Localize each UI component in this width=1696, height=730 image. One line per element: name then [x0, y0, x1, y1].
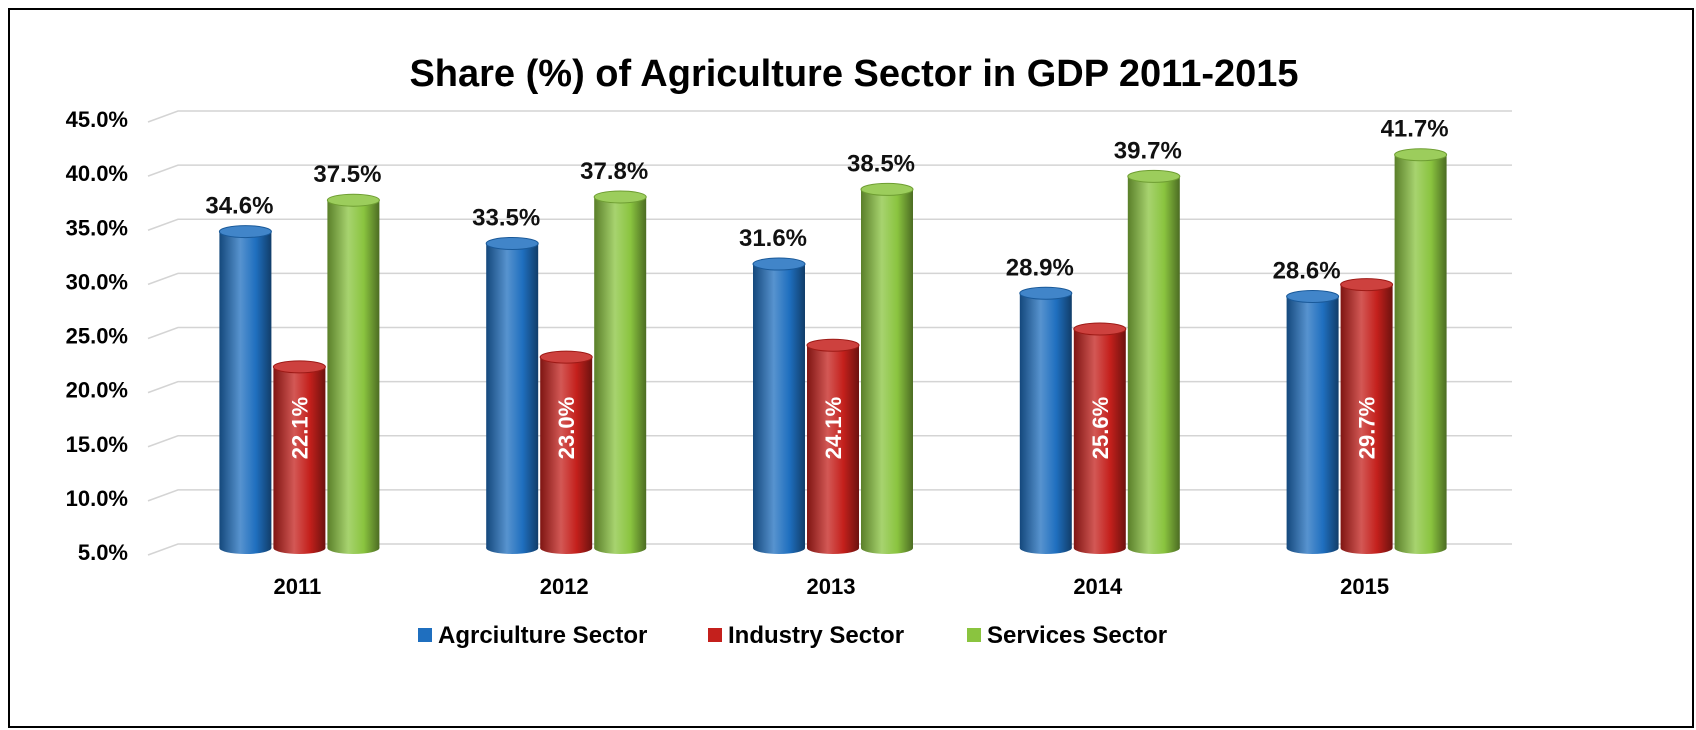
bar-industry-sector-2013	[806, 338, 860, 554]
y-tick-label: 10.0%	[66, 486, 128, 511]
data-label: 31.6%	[739, 225, 807, 252]
y-tick-label: 45.0%	[66, 107, 128, 132]
data-label: 29.7%	[1355, 397, 1380, 459]
data-label: 38.5%	[847, 150, 915, 177]
gridline	[147, 218, 1512, 231]
data-label: 39.7%	[1114, 137, 1182, 164]
legend-swatch	[708, 628, 722, 642]
x-axis-categories: 2011 2012 2013 2014 2015	[274, 574, 1390, 599]
y-tick-label: 5.0%	[78, 540, 128, 565]
legend-swatch	[967, 628, 981, 642]
bar-agrciulture-sector-2014	[1019, 286, 1073, 554]
bar-industry-sector-2012	[539, 350, 593, 554]
bar-agrciulture-sector-2015	[1286, 290, 1340, 554]
x-category-label: 2015	[1340, 574, 1389, 599]
bar-services-sector-2015	[1394, 148, 1448, 554]
data-label: 41.7%	[1381, 116, 1449, 143]
x-category-label: 2011	[274, 574, 322, 599]
y-tick-label: 30.0%	[66, 269, 128, 294]
x-category-label: 2012	[540, 574, 589, 599]
data-label: 22.1%	[287, 397, 312, 459]
x-category-label: 2014	[1073, 574, 1123, 599]
bar-agrciulture-sector-2013	[752, 257, 806, 554]
data-label: 23.0%	[554, 397, 579, 459]
bar-services-sector-2012	[593, 190, 647, 554]
legend: Agrciulture Sector Industry Sector Service…	[418, 622, 1167, 649]
data-label: 34.6%	[205, 193, 273, 220]
y-tick-label: 25.0%	[66, 324, 128, 349]
data-labels: 34.6% 22.1% 37.5% 33.5% 23.0% 37.8% 31.6% 24.1%…	[205, 116, 1448, 459]
legend-label: Agrciulture Sector	[438, 622, 647, 649]
data-label: 28.6%	[1273, 258, 1341, 285]
chart-title: Share (%) of Agriculture Sector in GDP 2…	[409, 53, 1298, 95]
y-axis-ticks: 5.0% 10.0% 15.0% 20.0% 25.0% 30.0% 35.0% 40.0% 4…	[66, 107, 128, 565]
legend-swatch	[418, 628, 432, 642]
legend-label: Industry Sector	[728, 622, 904, 649]
data-label: 33.5%	[472, 204, 540, 231]
legend-item: Agrciulture Sector	[418, 622, 647, 649]
data-label: 25.6%	[1088, 397, 1113, 459]
gridline	[147, 110, 1512, 123]
bar-agrciulture-sector-2012	[485, 236, 539, 554]
bars	[218, 148, 1448, 554]
bar-services-sector-2014	[1127, 169, 1181, 554]
data-label: 37.8%	[580, 158, 648, 185]
data-label: 24.1%	[821, 397, 846, 459]
bar-services-sector-2013	[860, 182, 914, 554]
y-tick-label: 15.0%	[66, 432, 128, 457]
bar-agrciulture-sector-2011	[218, 225, 272, 554]
legend-item: Industry Sector	[708, 622, 904, 649]
bar-industry-sector-2015	[1340, 278, 1394, 554]
legend-item: Services Sector	[967, 622, 1167, 649]
x-category-label: 2013	[807, 574, 856, 599]
gridline	[147, 272, 1512, 286]
gridline	[147, 164, 1512, 177]
data-label: 37.5%	[313, 161, 381, 188]
y-tick-label: 40.0%	[66, 161, 128, 186]
bar-industry-sector-2014	[1073, 322, 1127, 554]
y-tick-label: 20.0%	[66, 378, 128, 403]
y-tick-label: 35.0%	[66, 215, 128, 240]
bar-services-sector-2011	[326, 193, 380, 554]
bar-industry-sector-2011	[272, 360, 326, 554]
data-label: 28.9%	[1006, 254, 1074, 281]
legend-label: Services Sector	[987, 622, 1167, 649]
